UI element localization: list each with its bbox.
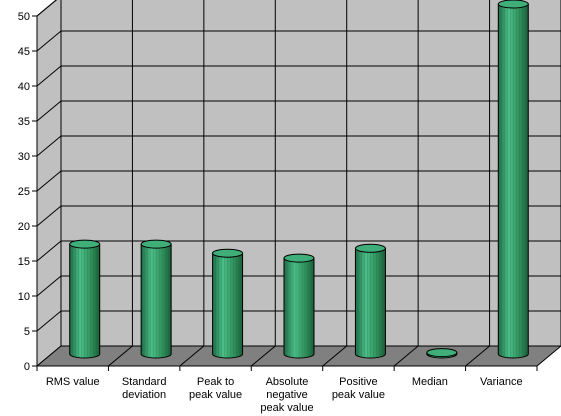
bar	[69, 239, 101, 359]
bar	[354, 243, 386, 359]
y-axis: 0 5 10 15 20 25 30 35 40 45 50	[18, 11, 38, 373]
bar-top	[426, 348, 458, 358]
floor-divider	[465, 345, 490, 367]
x-tick-label: Absolute negative peak value	[260, 376, 313, 414]
y-tick-label: 30	[18, 151, 30, 163]
y-tick-label: 50	[18, 11, 30, 23]
bar-top	[283, 253, 315, 263]
y-tick-label: 15	[18, 256, 30, 268]
gridline-side	[36, 205, 62, 227]
gridline-side	[36, 100, 62, 122]
x-tick-label: Standard deviation	[122, 376, 167, 401]
gridline-side	[36, 170, 62, 192]
gridline-side	[36, 0, 57, 17]
bar-top	[69, 239, 101, 249]
y-tick-label: 40	[18, 81, 30, 93]
y-tick-label: 5	[24, 326, 30, 338]
gridline-side	[36, 240, 62, 262]
bar	[497, 0, 529, 359]
bars	[69, 0, 529, 359]
floor-divider	[322, 345, 348, 367]
floor-divider	[250, 345, 276, 367]
x-tick-label: Variance	[480, 376, 523, 388]
gridline-side	[36, 310, 62, 332]
bar-top	[212, 248, 244, 258]
bar	[283, 253, 315, 359]
y-tick-label: 0	[24, 361, 30, 373]
x-tick-label: Median	[412, 376, 448, 388]
gridline-side	[36, 65, 62, 87]
y-tick-label: 10	[18, 291, 30, 303]
y-tick-label: 45	[18, 46, 30, 58]
y-tick-label: 25	[18, 186, 30, 198]
x-tick-label: Positive peak value	[332, 376, 385, 401]
x-axis: RMS value Standard deviation Peak to peak va…	[36, 365, 538, 414]
floor-divider	[108, 345, 133, 367]
bar	[140, 239, 172, 359]
bar-top	[140, 239, 172, 249]
x-tick-label: RMS value	[46, 376, 100, 388]
side-wall	[36, 0, 62, 368]
gridline-side	[36, 135, 62, 157]
gridline-side	[36, 275, 62, 297]
gridline-side	[36, 30, 62, 52]
y-tick-label: 35	[18, 116, 30, 128]
bar-top	[497, 0, 529, 9]
x-tick-label: Peak to peak value	[189, 376, 242, 401]
y-tick-label: 20	[18, 221, 30, 233]
floor-divider	[179, 345, 205, 367]
bar	[212, 248, 244, 359]
floor-divider	[393, 345, 419, 367]
gridlines	[36, 0, 561, 367]
bar-top	[354, 243, 386, 253]
bar	[426, 348, 458, 359]
